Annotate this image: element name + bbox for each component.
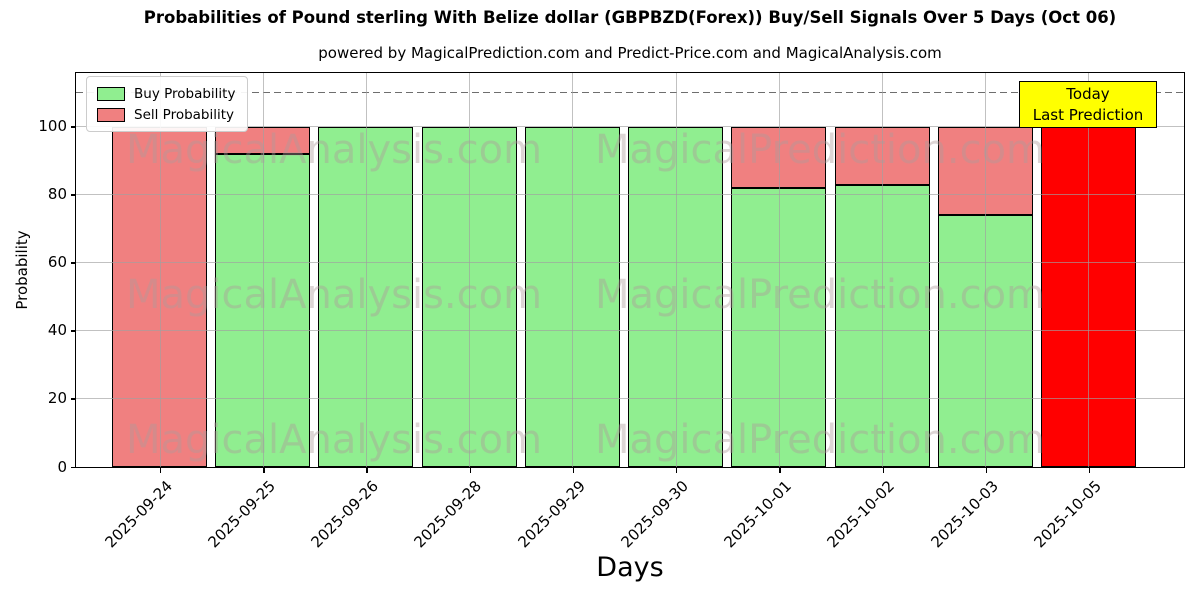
y-tick-mark: [70, 194, 75, 196]
y-tick-label: 20: [47, 389, 67, 408]
legend-label-sell: Sell Probability: [134, 106, 235, 123]
v-gridline: [262, 73, 264, 467]
y-tick-mark: [70, 330, 75, 332]
watermark-text: MagicalPrediction.com: [595, 126, 1045, 173]
v-gridline: [1088, 73, 1090, 467]
x-tick-mark: [779, 468, 781, 473]
h-gridline: [76, 261, 1184, 263]
y-tick-label: 40: [47, 321, 67, 340]
v-gridline: [675, 73, 677, 467]
watermark-text: MagicalAnalysis.com: [125, 126, 543, 173]
buy-swatch-icon: [97, 86, 125, 101]
sell-swatch-icon: [97, 107, 125, 122]
annotation-line1: Today: [1066, 85, 1110, 103]
x-tick-label-text: 2025-09-29: [514, 477, 589, 552]
x-tick-mark: [985, 468, 988, 473]
chart-title: Probabilities of Pound sterling With Bel…: [143, 8, 1117, 27]
y-tick-label: 0: [57, 457, 67, 476]
y-tick-label: 60: [47, 253, 67, 272]
x-tick-label-text: 2025-10-03: [927, 477, 1002, 552]
legend: Buy Probability Sell Probability: [86, 76, 249, 132]
x-tick-mark: [366, 468, 368, 473]
today-annotation: Today Last Prediction: [1019, 81, 1157, 128]
h-gridline: [76, 397, 1184, 399]
h-gridline: [76, 329, 1184, 331]
x-tick-mark: [882, 468, 884, 473]
x-tick-mark: [160, 468, 162, 473]
annotation-line2: Last Prediction: [1032, 106, 1144, 124]
x-tick-mark: [676, 468, 678, 473]
y-tick-label: 100: [38, 117, 67, 136]
x-tick-label-text: 2025-09-28: [411, 477, 486, 552]
y-tick-label: 80: [47, 185, 67, 204]
watermark-text: MagicalAnalysis.com: [125, 416, 543, 463]
x-tick-label-text: 2025-09-25: [204, 477, 279, 552]
v-gridline: [882, 73, 884, 467]
v-gridline: [159, 73, 161, 467]
y-tick-mark: [70, 126, 75, 128]
x-tick-label-text: 2025-09-30: [617, 477, 692, 552]
threshold-dashed-line: [76, 91, 1184, 94]
v-gridline: [778, 73, 780, 467]
legend-item-sell: Sell Probability: [97, 104, 235, 125]
watermark-text: MagicalAnalysis.com: [125, 271, 543, 318]
v-gridline: [985, 73, 987, 467]
x-tick-mark: [469, 468, 471, 473]
y-tick-mark: [70, 466, 75, 468]
watermark-text: MagicalPrediction.com: [595, 416, 1045, 463]
v-gridline: [469, 73, 471, 467]
x-tick-mark: [572, 468, 575, 473]
x-axis-label: Days: [596, 552, 664, 583]
h-gridline: [76, 193, 1184, 195]
chart-subtitle: powered by MagicalPrediction.com and Pre…: [318, 44, 942, 62]
legend-item-buy: Buy Probability: [97, 83, 235, 104]
x-tick-mark: [1088, 468, 1091, 473]
x-tick-label-text: 2025-10-05: [1030, 477, 1105, 552]
watermark-text: MagicalPrediction.com: [595, 271, 1045, 318]
x-tick-label-text: 2025-09-24: [101, 477, 176, 552]
plot-area: MagicalAnalysis.com MagicalPrediction.com…: [75, 72, 1185, 468]
x-tick-label-text: 2025-10-02: [823, 477, 899, 552]
h-gridline: [76, 125, 1184, 127]
v-gridline: [365, 73, 367, 467]
v-gridline: [572, 73, 574, 467]
x-tick-label-text: 2025-10-01: [720, 477, 796, 552]
x-tick-mark: [263, 468, 265, 473]
legend-label-buy: Buy Probability: [134, 85, 236, 102]
y-tick-mark: [70, 262, 75, 264]
y-tick-mark: [70, 398, 75, 400]
x-tick-label-text: 2025-09-26: [307, 477, 383, 552]
